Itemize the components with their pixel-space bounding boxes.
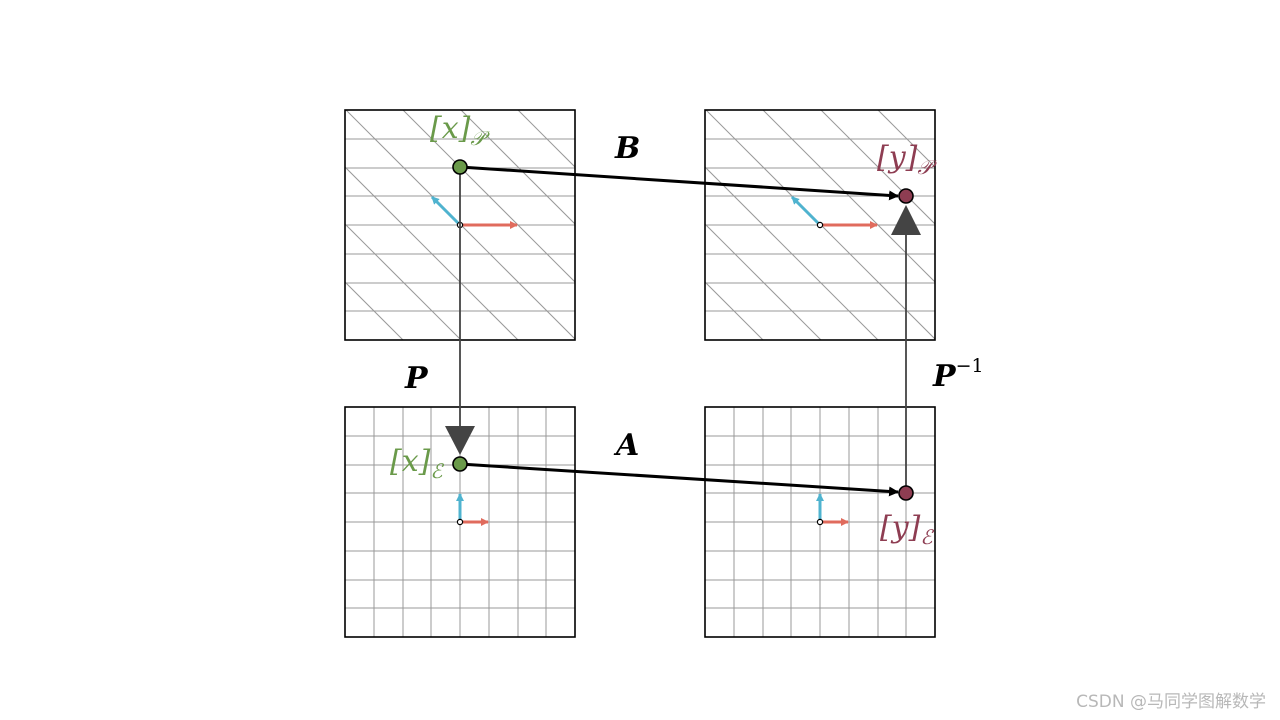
label-symbol: y — [888, 140, 906, 175]
panel-top-right — [704, 109, 936, 341]
arrowhead-down — [445, 426, 475, 455]
label-symbol: y — [891, 510, 909, 545]
label-P: P — [405, 361, 428, 396]
arrow-P-inverse — [891, 205, 921, 493]
label-A: A — [616, 428, 640, 463]
label-x-E: [x]ℰ — [390, 444, 443, 483]
basis-vector-blue — [790, 195, 822, 227]
arrow-P — [445, 168, 475, 455]
label-P-inverse-exponent: −1 — [955, 355, 984, 377]
point-x-P — [452, 159, 468, 175]
label-y-E: [y]ℰ — [880, 510, 933, 549]
label-subscript: ℰ — [920, 525, 933, 549]
label-symbol: x — [401, 444, 419, 479]
label-P-inverse: P−1 — [933, 357, 984, 394]
label-x-P: [x]𝒫 — [430, 111, 485, 150]
basis-vector-blue — [430, 195, 462, 227]
label-subscript: 𝒫 — [470, 126, 485, 150]
origin-point — [456, 518, 464, 526]
origin-point — [816, 518, 824, 526]
arrow-B — [459, 165, 899, 201]
point-y-P — [898, 188, 914, 204]
label-subscript: ℰ — [430, 459, 443, 483]
label-P-inverse-base: P — [933, 359, 956, 394]
arrow-A — [459, 462, 899, 497]
point-x-E — [452, 456, 468, 472]
watermark: CSDN @马同学图解数学 — [1076, 692, 1266, 712]
label-y-P: [y]𝒫 — [877, 140, 932, 179]
panel-frame — [704, 406, 936, 638]
label-symbol: x — [441, 111, 459, 146]
point-y-E — [898, 485, 914, 501]
label-subscript: 𝒫 — [917, 155, 932, 179]
panel-frame — [704, 109, 936, 341]
arrowhead-up — [891, 205, 921, 235]
label-B: B — [615, 131, 641, 166]
origin-point — [816, 221, 824, 229]
